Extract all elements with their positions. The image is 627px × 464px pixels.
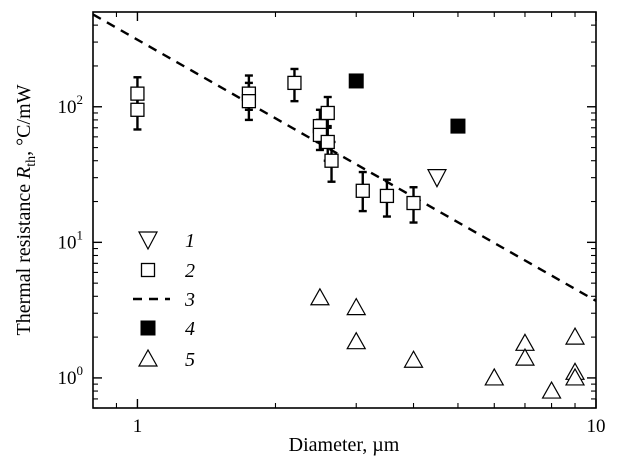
series-4-point [450, 118, 466, 134]
series-2-point [287, 75, 302, 91]
legend-label-2: 2 [185, 260, 195, 282]
legend-label-3: 3 [184, 289, 195, 311]
x-axis-label: Diameter, µm [289, 434, 400, 456]
series-3-dashed-line [92, 13, 597, 302]
series-5-point [564, 367, 586, 386]
y-tick-label: 101 [58, 227, 84, 253]
plot-frame [92, 11, 597, 409]
series-1-point [426, 169, 447, 188]
series-5-point [564, 326, 586, 345]
y-tick-label-exponent: 0 [77, 363, 84, 378]
series-2-point [130, 86, 145, 101]
series-5-point [541, 380, 562, 399]
series-5-point [346, 331, 367, 350]
legend-marker-1 [138, 231, 158, 251]
series-5-point [346, 297, 367, 316]
legend-marker-4 [140, 320, 156, 336]
series-5-point [484, 367, 505, 386]
y-axis-label-symbol: R [13, 167, 35, 180]
y-axis-label-sub: th [24, 156, 39, 167]
series-2-point [355, 183, 370, 198]
series-2-point [324, 153, 339, 168]
y-tick-label-exponent: 2 [77, 92, 84, 107]
series-4-point [348, 73, 364, 89]
y-tick-label-exponent: 1 [77, 227, 84, 242]
x-tick-label: 10 [587, 416, 606, 437]
legend-label-5: 5 [185, 349, 195, 371]
series-2-point [130, 102, 145, 117]
legend: 1 2 3 4 5 [133, 230, 195, 371]
y-axis-label: Thermal resistance Rth, °C/mW [13, 84, 39, 335]
y-axis-label-unit: , °C/mW [13, 84, 35, 155]
y-tick-label-base: 10 [58, 97, 77, 118]
y-tick-label: 102 [58, 92, 84, 118]
y-tick-label-base: 10 [58, 368, 77, 389]
y-tick-label: 100 [58, 363, 84, 389]
series-2-point [406, 195, 421, 211]
chart-marks [92, 13, 597, 399]
series-5-point [514, 347, 535, 366]
series-5-point [403, 350, 424, 368]
legend-label-4: 4 [185, 318, 195, 340]
legend-marker-2 [140, 262, 156, 278]
x-tick-label: 1 [133, 416, 143, 437]
series-2-point [379, 188, 395, 204]
y-tick-label-base: 10 [58, 232, 77, 253]
series-5-point [309, 287, 330, 306]
series-2-point [320, 105, 335, 121]
series-2-point [320, 134, 335, 150]
y-axis-label-main: Thermal resistance [13, 179, 35, 336]
series-2-point [241, 94, 257, 109]
legend-label-1: 1 [185, 230, 195, 252]
legend-marker-5 [137, 348, 159, 367]
